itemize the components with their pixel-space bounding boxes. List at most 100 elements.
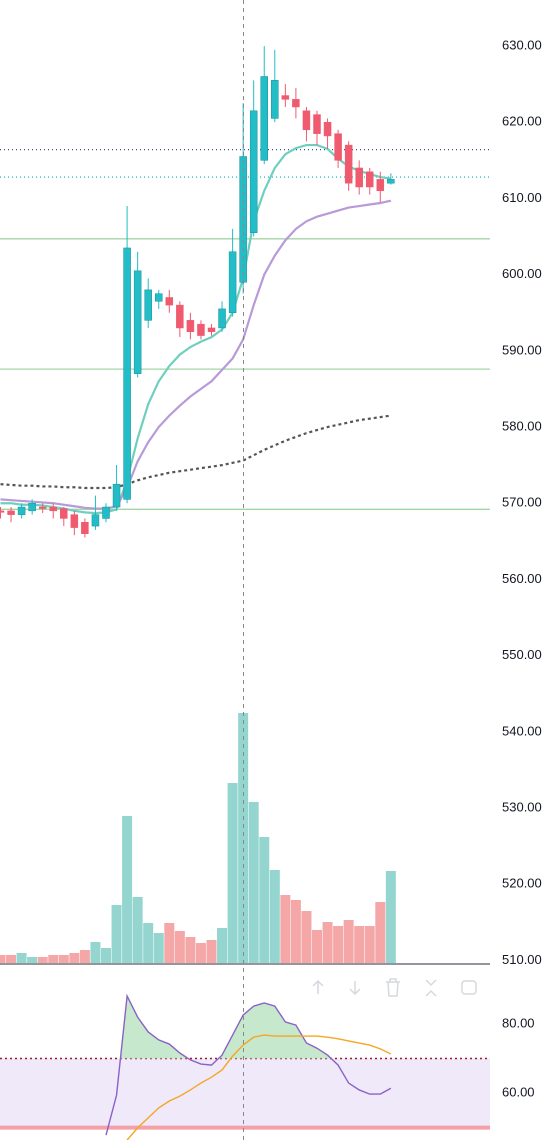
volume-bar — [385, 871, 396, 963]
volume-bar — [195, 943, 206, 963]
candle-body — [302, 110, 311, 131]
candle-body — [123, 247, 131, 500]
candle-body — [17, 506, 26, 515]
delete-icon[interactable] — [386, 978, 400, 997]
volume-bar — [153, 933, 164, 963]
candle-body — [28, 502, 36, 512]
oscillator-line — [105, 993, 392, 1136]
move-up-icon[interactable] — [312, 979, 324, 994]
candle-body — [228, 251, 237, 313]
candle-body — [165, 297, 174, 306]
price-pane — [0, 46, 490, 963]
candle-body — [387, 179, 395, 184]
volume-bar — [343, 920, 354, 963]
candle-body — [91, 514, 100, 527]
candle-body — [176, 304, 184, 329]
candle-body — [271, 80, 279, 119]
volume-bar — [290, 900, 301, 963]
y-tick-label: 520.00 — [502, 876, 542, 891]
candle-body — [60, 508, 68, 519]
move-down-icon[interactable] — [349, 981, 361, 996]
volume-bar — [111, 905, 122, 963]
candle-body — [49, 506, 57, 512]
axis-labels: 630.00 620.00 610.00 600.00 590.00 580.00 570.… — [502, 37, 542, 1099]
candle-body — [197, 323, 205, 336]
volume-bar — [354, 926, 365, 963]
volume-bar — [333, 926, 344, 963]
volume-bar — [259, 837, 270, 963]
volume-bar — [101, 948, 111, 963]
volume-bar — [322, 922, 333, 963]
moving-average — [0, 143, 392, 515]
candle-body — [313, 114, 321, 134]
volume-bar — [280, 895, 291, 963]
volume-bar — [238, 713, 249, 963]
candle-body — [133, 270, 142, 374]
volume-bar — [301, 911, 312, 963]
candle-body — [376, 179, 385, 192]
candle-body — [155, 293, 163, 302]
candle-body — [344, 144, 353, 184]
candle-body — [292, 99, 300, 108]
volume-bar — [58, 955, 69, 963]
candle-body — [112, 483, 121, 508]
y-tick-label: 540.00 — [502, 723, 542, 738]
y-tick-label: 60.00 — [502, 1084, 535, 1099]
volume-bar — [164, 923, 175, 963]
y-tick-label: 610.00 — [502, 190, 542, 205]
candle-body — [366, 171, 374, 188]
candle-body — [207, 327, 216, 333]
candle-body — [323, 121, 332, 137]
volume-bar — [16, 953, 27, 963]
candle-body — [186, 320, 195, 333]
volume-bar — [132, 897, 143, 963]
candle-body — [70, 514, 79, 528]
volume-bar — [122, 816, 133, 963]
band — [0, 1058, 490, 1128]
volume-bar — [248, 802, 259, 963]
volume-bar — [375, 902, 386, 963]
y-tick-label: 560.00 — [502, 571, 542, 586]
y-tick-label: 510.00 — [502, 952, 542, 967]
volume-bar — [37, 957, 48, 963]
volume-bar — [269, 870, 280, 963]
volume-bar — [174, 931, 185, 963]
pane-toolbar — [312, 978, 477, 997]
y-tick-label: 550.00 — [502, 647, 542, 662]
oscillator-line — [126, 1034, 392, 1140]
volume-bar — [217, 928, 228, 963]
candle-body — [260, 76, 268, 161]
y-tick-label: 590.00 — [502, 342, 542, 357]
y-tick-label: 580.00 — [502, 418, 542, 433]
candle-body — [144, 289, 152, 321]
volume-bar — [48, 955, 59, 963]
candle-body — [7, 510, 15, 515]
y-tick-label: 80.00 — [502, 1015, 535, 1030]
volume-bar — [6, 955, 17, 963]
collapse-icon[interactable] — [425, 979, 437, 997]
volume-bar — [27, 957, 38, 963]
volume-bar — [79, 950, 90, 963]
oscillator-pane — [0, 993, 490, 1140]
volume-bar — [206, 940, 217, 963]
overbought-fill — [106, 996, 391, 1059]
volume-bar — [90, 942, 101, 963]
volume-bar — [227, 783, 238, 963]
moving-average — [0, 199, 392, 510]
maximize-icon[interactable] — [461, 980, 477, 995]
volume-bar — [143, 923, 154, 963]
volume-bar — [312, 930, 322, 963]
y-tick-label: 620.00 — [502, 114, 542, 129]
candle-body — [218, 308, 226, 329]
volume-bar — [364, 926, 375, 963]
candle-body — [249, 110, 258, 233]
moving-average — [0, 414, 392, 490]
candle-body — [281, 95, 290, 100]
volume-bar — [69, 953, 80, 963]
volume-bar — [0, 955, 6, 963]
y-tick-label: 630.00 — [502, 37, 542, 52]
y-tick-label: 570.00 — [502, 495, 542, 510]
candle-body — [81, 522, 89, 534]
candle-body — [0, 510, 5, 513]
